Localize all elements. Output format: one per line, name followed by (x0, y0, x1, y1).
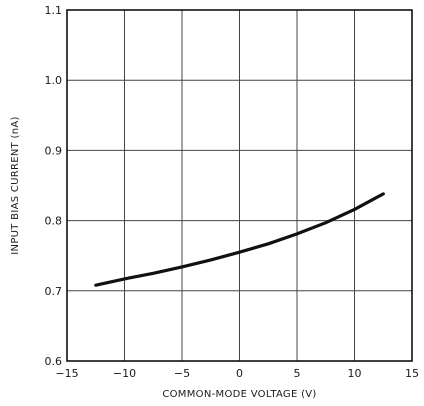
y-axis-label: INPUT BIAS CURRENT (nA) (10, 116, 21, 254)
y-tick-label: 0.7 (45, 285, 63, 298)
x-tick-labels: −15 −10 −5 0 5 10 15 (55, 367, 419, 380)
y-tick-label: 1.1 (45, 4, 63, 17)
plot-frame (66, 9, 413, 362)
x-tick-label: 5 (294, 367, 301, 380)
y-tick-label: 1.0 (45, 74, 63, 87)
y-tick-label: 0.8 (45, 215, 63, 228)
y-tick-label: 0.6 (45, 355, 63, 368)
series-line (94, 192, 385, 287)
grid-lines (67, 10, 412, 361)
y-tick-label: 0.9 (45, 144, 63, 157)
y-tick-labels: 0.6 0.7 0.8 0.9 1.0 1.1 (45, 4, 63, 368)
x-tick-label: −15 (55, 367, 78, 380)
x-tick-label: 10 (348, 367, 362, 380)
x-tick-label: 15 (405, 367, 419, 380)
x-tick-label: −5 (174, 367, 190, 380)
x-tick-label: 0 (236, 367, 243, 380)
x-tick-label: −10 (113, 367, 136, 380)
x-axis-label: COMMON-MODE VOLTAGE (V) (162, 389, 316, 400)
